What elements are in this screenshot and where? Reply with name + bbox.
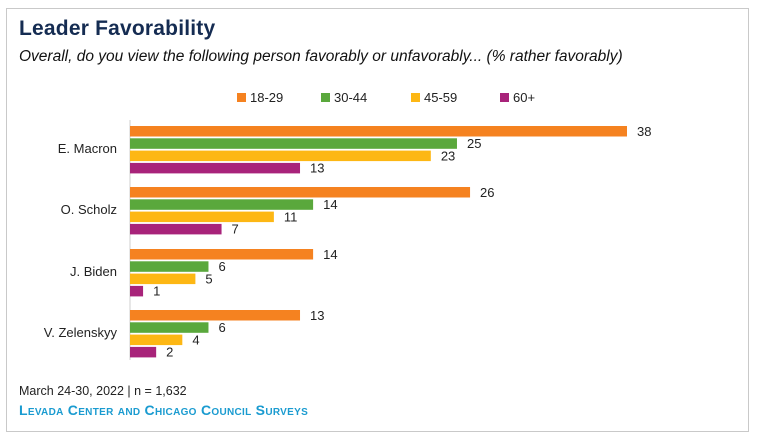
survey-note: March 24-30, 2022 | n = 1,632 — [19, 384, 187, 398]
chart-subtitle: Overall, do you view the following perso… — [19, 48, 623, 65]
category-label: O. Scholz — [61, 202, 117, 217]
source-credit: Levada Center and Chicago Council Survey… — [19, 402, 309, 418]
legend-label: 45-59 — [424, 90, 458, 105]
bar — [130, 138, 457, 149]
legend-item-45-59: 45-59 — [411, 90, 457, 105]
legend-item-30-44: 30-44 — [321, 90, 367, 105]
bar — [130, 150, 431, 162]
bar — [130, 162, 301, 174]
bar — [130, 322, 209, 333]
data-label: 13 — [310, 308, 324, 323]
legend-item-18-29: 18-29 — [237, 90, 283, 105]
legend-swatch — [321, 93, 330, 102]
legend-item-60plus: 60+ — [500, 90, 535, 105]
legend: 18-29 30-44 45-59 60+ — [0, 90, 757, 106]
data-label: 14 — [323, 197, 337, 212]
legend-swatch — [500, 93, 509, 102]
bar — [130, 273, 196, 285]
data-label: 2 — [166, 345, 173, 360]
bar — [130, 261, 209, 272]
data-label: 13 — [310, 161, 324, 176]
data-label: 6 — [218, 259, 225, 274]
chart-frame — [6, 8, 749, 432]
data-label: 4 — [192, 332, 199, 347]
category-label: E. Macron — [58, 141, 117, 156]
data-label: 14 — [323, 247, 337, 262]
bar — [130, 334, 183, 346]
bar — [130, 285, 144, 297]
category-label: J. Biden — [70, 264, 117, 279]
category-label: V. Zelenskyy — [44, 325, 118, 340]
data-label: 7 — [232, 222, 239, 237]
bar — [130, 346, 157, 358]
legend-swatch — [411, 93, 420, 102]
bar — [130, 249, 314, 260]
bar — [130, 187, 471, 198]
legend-label: 18-29 — [250, 90, 284, 105]
data-label: 5 — [205, 271, 212, 286]
data-label: 11 — [284, 209, 298, 224]
legend-label: 30-44 — [334, 90, 368, 105]
legend-label: 60+ — [513, 90, 536, 105]
bar — [130, 126, 627, 137]
chart-title: Leader Favorability — [19, 17, 216, 40]
data-label: 1 — [153, 284, 160, 299]
bar — [130, 199, 314, 210]
data-label: 25 — [467, 136, 481, 151]
bar — [130, 310, 301, 321]
data-label: 6 — [218, 320, 225, 335]
legend-swatch — [237, 93, 246, 102]
data-label: 23 — [441, 148, 455, 163]
data-label: 26 — [480, 185, 494, 200]
bar — [130, 211, 274, 223]
bar — [130, 223, 222, 235]
data-label: 38 — [637, 124, 651, 139]
